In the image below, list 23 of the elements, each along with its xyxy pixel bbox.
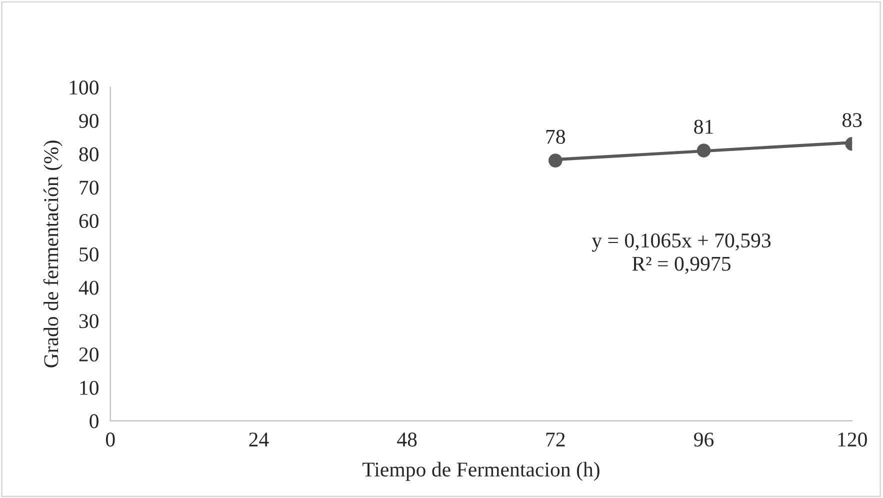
data-label: 78 [546,130,566,144]
y-tick-label: 30 [79,314,98,328]
x-tick-label: 96 [694,432,714,447]
data-label: 81 [694,120,713,134]
data-label: 83 [842,113,862,128]
y-tick-label: 100 [70,80,98,95]
x-tick-label: 0 [106,432,115,447]
x-axis-title: Tiempo de Fermentacion (h) [362,462,600,481]
y-tick-label: 20 [79,347,98,362]
y-tick-label: 50 [80,247,98,262]
y-axis-title: Grado de fermentación (%) [43,140,62,368]
x-tick-label: 48 [397,432,417,447]
annotation: y = 0,1065x + 70,593 R² = 0,9975 [592,233,771,274]
y-tick-label: 90 [79,114,98,128]
x-tick-label: 72 [546,432,565,446]
y-tick-label: 0 [90,414,98,428]
y-tick-label: 60 [79,214,98,228]
y-tick-label: 40 [78,280,98,295]
x-tick-label: 120 [838,432,867,447]
y-tick-label: 10 [80,380,98,395]
x-tick-label: 24 [249,432,269,446]
y-tick-label: 70 [80,180,98,195]
y-tick-label: 80 [79,147,98,162]
